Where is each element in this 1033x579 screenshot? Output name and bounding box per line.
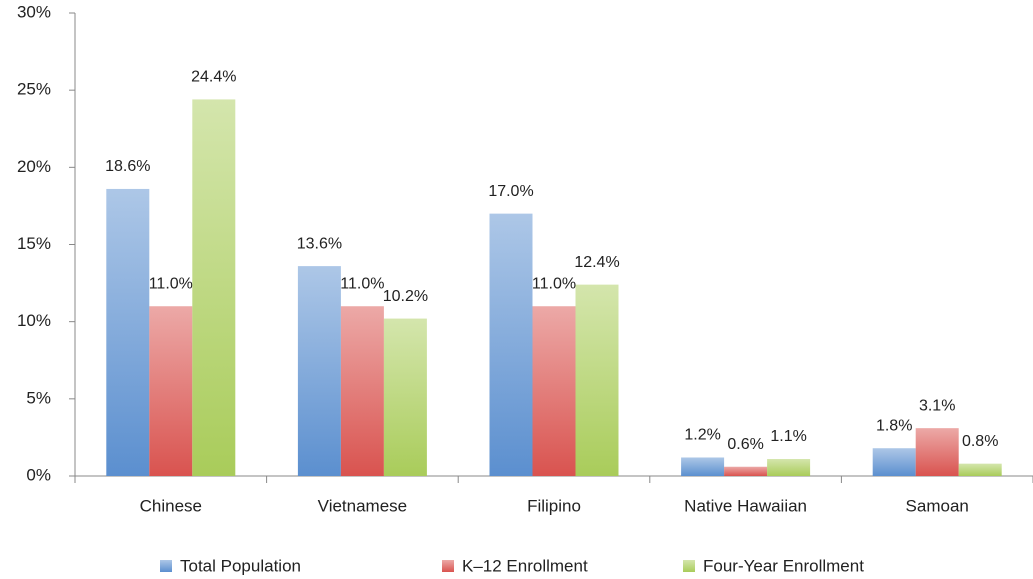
bar (489, 213, 533, 476)
data-label: 0.6% (727, 436, 763, 453)
data-label: 3.1% (919, 397, 955, 414)
bar (872, 448, 916, 476)
bar (724, 466, 768, 476)
bar (340, 306, 384, 476)
bar (915, 428, 959, 476)
x-tick-label: Samoan (906, 496, 969, 515)
data-label: 1.1% (770, 428, 806, 445)
data-label: 10.2% (383, 288, 428, 305)
legend-label: Total Population (180, 556, 301, 575)
y-tick-label: 30% (17, 2, 51, 21)
bar (383, 318, 427, 476)
x-tick-label: Filipino (527, 496, 581, 515)
y-tick-label: 0% (26, 465, 51, 484)
data-label: 11.0% (532, 275, 576, 292)
data-label: 11.0% (340, 275, 384, 292)
legend-swatch (683, 560, 695, 572)
y-tick-label: 25% (17, 80, 51, 99)
data-label: 18.6% (105, 158, 150, 175)
legend-swatch (160, 560, 172, 572)
legend-label: Four-Year Enrollment (703, 556, 864, 575)
y-tick-label: 5% (26, 388, 51, 407)
y-tick-label: 15% (17, 234, 51, 253)
x-tick-label: Native Hawaiian (684, 496, 807, 515)
data-label: 0.8% (962, 433, 998, 450)
data-label: 24.4% (191, 69, 236, 86)
bar (192, 99, 236, 476)
data-label: 1.8% (876, 417, 912, 434)
data-label: 12.4% (574, 254, 619, 271)
y-tick-label: 20% (17, 157, 51, 176)
bar (575, 284, 619, 476)
bar (958, 463, 1002, 476)
data-label: 1.2% (684, 427, 720, 444)
bar (532, 306, 576, 476)
legend-swatch (442, 560, 454, 572)
data-label: 17.0% (488, 183, 533, 200)
x-tick-label: Chinese (140, 496, 202, 515)
legend-label: K–12 Enrollment (462, 556, 588, 575)
bar (106, 188, 150, 476)
data-label: 11.0% (149, 275, 193, 292)
bar (681, 457, 725, 476)
bar (767, 459, 811, 476)
y-tick-label: 10% (17, 311, 51, 330)
data-label: 13.6% (297, 235, 342, 252)
bar (149, 306, 193, 476)
bar (297, 266, 341, 476)
x-tick-label: Vietnamese (318, 496, 407, 515)
